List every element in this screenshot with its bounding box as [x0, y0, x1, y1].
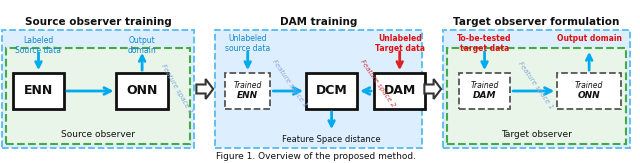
Text: To-be-tested
target data: To-be-tested target data — [458, 34, 512, 53]
Polygon shape — [424, 79, 441, 99]
Bar — [443, 30, 630, 148]
Text: Unlabeled
source data: Unlabeled source data — [225, 34, 270, 53]
Text: Trained: Trained — [575, 82, 604, 90]
Bar — [13, 73, 64, 109]
Text: Source observer training: Source observer training — [25, 17, 172, 27]
Bar — [374, 73, 426, 109]
Text: ENN: ENN — [24, 84, 53, 97]
Bar — [306, 73, 357, 109]
Text: DAM: DAM — [473, 91, 496, 101]
Bar — [215, 30, 422, 148]
Text: Feature Space distance: Feature Space distance — [282, 135, 381, 144]
Text: Feature space 2: Feature space 2 — [359, 58, 397, 108]
Text: DAM training: DAM training — [280, 17, 358, 27]
Text: Trained: Trained — [470, 82, 499, 90]
Text: Feature space 1: Feature space 1 — [517, 60, 554, 110]
Bar — [459, 73, 510, 109]
Text: Source observer: Source observer — [61, 130, 135, 139]
Text: Labeled
Source data: Labeled Source data — [15, 36, 61, 55]
Text: Trained: Trained — [234, 82, 262, 90]
Text: Feature space 1: Feature space 1 — [160, 63, 193, 115]
Text: Target observer formulation: Target observer formulation — [453, 17, 620, 27]
Bar — [557, 73, 621, 109]
Text: DCM: DCM — [316, 84, 348, 97]
Bar — [6, 48, 191, 144]
Bar — [447, 48, 626, 144]
Text: ENN: ENN — [237, 91, 259, 101]
Bar — [116, 73, 168, 109]
Text: Target observer: Target observer — [501, 130, 572, 139]
Text: DAM: DAM — [383, 84, 416, 97]
Text: ONN: ONN — [578, 91, 600, 101]
Polygon shape — [196, 79, 213, 99]
Text: Figure 1. Overview of the proposed method.: Figure 1. Overview of the proposed metho… — [216, 152, 416, 161]
Text: ONN: ONN — [127, 84, 158, 97]
Bar — [2, 30, 195, 148]
Text: Output
domain: Output domain — [128, 36, 157, 55]
Text: Feature space 1: Feature space 1 — [271, 58, 309, 108]
Text: Unlabeled
Target data: Unlabeled Target data — [374, 34, 425, 53]
Bar — [225, 73, 271, 109]
Text: Output domain: Output domain — [557, 34, 621, 43]
